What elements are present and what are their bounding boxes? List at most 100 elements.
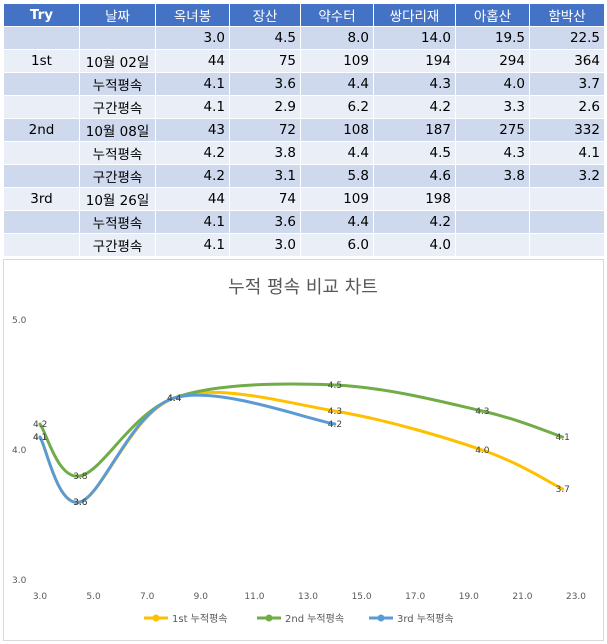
label-cell[interactable]: 10월 08일 <box>79 118 156 142</box>
value-cell[interactable]: 4.4 <box>300 72 374 96</box>
label-cell[interactable]: 구간평속 <box>79 164 156 188</box>
header-cell[interactable]: 장산 <box>229 3 301 27</box>
value-cell[interactable] <box>529 187 605 211</box>
value-cell[interactable]: 4.2 <box>155 141 230 165</box>
value-cell[interactable]: 75 <box>229 49 301 73</box>
label-cell[interactable]: 구간평속 <box>79 95 156 119</box>
value-cell[interactable]: 194 <box>373 49 456 73</box>
value-cell[interactable]: 108 <box>300 118 374 142</box>
value-cell[interactable]: 275 <box>455 118 530 142</box>
value-cell[interactable]: 5.8 <box>300 164 374 188</box>
value-cell[interactable]: 4.4 <box>300 210 374 234</box>
value-cell[interactable] <box>455 210 530 234</box>
value-cell[interactable]: 22.5 <box>529 26 605 50</box>
value-cell[interactable]: 6.2 <box>300 95 374 119</box>
value-cell[interactable]: 3.3 <box>455 95 530 119</box>
value-cell[interactable]: 4.5 <box>229 26 301 50</box>
try-cell[interactable]: 2nd <box>3 118 80 142</box>
try-cell[interactable] <box>3 95 80 119</box>
value-cell[interactable]: 44 <box>155 187 230 211</box>
value-cell[interactable]: 198 <box>373 187 456 211</box>
label-cell[interactable]: 누적평속 <box>79 72 156 96</box>
value-cell[interactable]: 4.0 <box>455 72 530 96</box>
value-cell[interactable]: 4.1 <box>155 233 230 257</box>
value-cell[interactable]: 2.9 <box>229 95 301 119</box>
value-cell[interactable]: 3.8 <box>455 164 530 188</box>
value-cell[interactable]: 3.2 <box>529 164 605 188</box>
value-cell[interactable]: 187 <box>373 118 456 142</box>
header-cell[interactable]: 약수터 <box>300 3 374 27</box>
value-cell[interactable]: 4.0 <box>373 233 456 257</box>
value-cell[interactable]: 4.3 <box>455 141 530 165</box>
series-line-2 <box>38 382 565 478</box>
value-cell[interactable]: 19.5 <box>455 26 530 50</box>
label-cell[interactable]: 누적평속 <box>79 210 156 234</box>
try-cell[interactable] <box>3 141 80 165</box>
value-cell[interactable]: 109 <box>300 49 374 73</box>
x-tick-label: 21.0 <box>512 592 532 602</box>
value-cell[interactable]: 4.6 <box>373 164 456 188</box>
value-cell[interactable]: 109 <box>300 187 374 211</box>
table-row: 구간평속 4.2 3.1 5.8 4.6 3.8 3.2 <box>3 164 605 188</box>
try-cell[interactable]: 3rd <box>3 187 80 211</box>
value-cell[interactable]: 8.0 <box>300 26 374 50</box>
value-cell[interactable]: 3.6 <box>229 72 301 96</box>
value-cell[interactable] <box>529 210 605 234</box>
label-cell[interactable]: 구간평속 <box>79 233 156 257</box>
try-cell[interactable] <box>3 210 80 234</box>
value-cell[interactable]: 44 <box>155 49 230 73</box>
data-label: 3.8 <box>73 472 88 482</box>
table-row: 누적평속 4.2 3.8 4.4 4.5 4.3 4.1 <box>3 141 605 165</box>
value-cell[interactable]: 2.6 <box>529 95 605 119</box>
value-cell[interactable] <box>529 233 605 257</box>
value-cell[interactable] <box>455 187 530 211</box>
header-cell[interactable]: 아홉산 <box>455 3 530 27</box>
value-cell[interactable]: 4.2 <box>373 95 456 119</box>
label-cell[interactable]: 10월 26일 <box>79 187 156 211</box>
value-cell[interactable]: 4.4 <box>300 141 374 165</box>
try-cell[interactable]: 1st <box>3 49 80 73</box>
data-label: 3.7 <box>556 485 570 495</box>
value-cell[interactable]: 4.1 <box>155 210 230 234</box>
label-cell[interactable]: 10월 02일 <box>79 49 156 73</box>
table-row: 3.0 4.5 8.0 14.0 19.5 22.5 <box>3 26 605 50</box>
value-cell[interactable]: 4.1 <box>155 72 230 96</box>
value-cell[interactable]: 3.7 <box>529 72 605 96</box>
header-cell[interactable]: 날짜 <box>79 3 156 27</box>
label-cell[interactable] <box>79 26 156 50</box>
value-cell[interactable]: 72 <box>229 118 301 142</box>
value-cell[interactable]: 74 <box>229 187 301 211</box>
value-cell[interactable]: 4.2 <box>155 164 230 188</box>
x-tick-label: 11.0 <box>244 592 264 602</box>
value-cell[interactable]: 6.0 <box>300 233 374 257</box>
header-cell[interactable]: 쌍다리재 <box>373 3 456 27</box>
value-cell[interactable]: 4.2 <box>373 210 456 234</box>
data-label: 4.1 <box>33 433 47 443</box>
value-cell[interactable]: 4.3 <box>373 72 456 96</box>
data-label: 4.3 <box>475 407 489 417</box>
speed-table: Try 날짜 옥녀봉 장산 약수터 쌍다리재 아홉산 함박산 3.0 4.5 8.0… <box>3 3 605 257</box>
value-cell[interactable]: 4.5 <box>373 141 456 165</box>
value-cell[interactable]: 294 <box>455 49 530 73</box>
header-cell[interactable]: Try <box>3 3 80 27</box>
value-cell[interactable]: 3.0 <box>229 233 301 257</box>
value-cell[interactable]: 3.6 <box>229 210 301 234</box>
try-cell[interactable] <box>3 164 80 188</box>
header-cell[interactable]: 함박산 <box>529 3 605 27</box>
try-cell[interactable] <box>3 72 80 96</box>
header-cell[interactable]: 옥녀봉 <box>155 3 230 27</box>
value-cell[interactable] <box>455 233 530 257</box>
chart-area[interactable]: 누적 평속 비교 차트 3.0 4.0 5.0 3.0 5.0 7.0 9.0 11.0 13.0… <box>3 259 604 641</box>
value-cell[interactable]: 3.0 <box>155 26 230 50</box>
try-cell[interactable] <box>3 26 80 50</box>
try-cell[interactable] <box>3 233 80 257</box>
value-cell[interactable]: 3.8 <box>229 141 301 165</box>
value-cell[interactable]: 14.0 <box>373 26 456 50</box>
value-cell[interactable]: 43 <box>155 118 230 142</box>
value-cell[interactable]: 3.1 <box>229 164 301 188</box>
label-cell[interactable]: 누적평속 <box>79 141 156 165</box>
value-cell[interactable]: 332 <box>529 118 605 142</box>
value-cell[interactable]: 4.1 <box>155 95 230 119</box>
value-cell[interactable]: 364 <box>529 49 605 73</box>
value-cell[interactable]: 4.1 <box>529 141 605 165</box>
